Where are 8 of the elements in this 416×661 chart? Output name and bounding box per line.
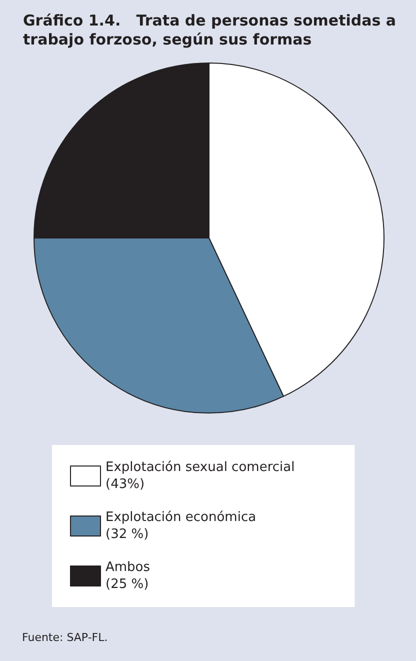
source-note: Fuente: SAP-FL. [22,631,108,644]
data-label: (25 %) [106,577,149,592]
legend-label: Explotación económica [106,510,256,525]
data-label: (43%) [106,477,145,492]
chart-title: Gráfico 1.4. Trata de personas sometidas a trabajo forzoso, según sus formas [23,12,402,48]
legend-label: Ambos [106,560,150,575]
legend-label: Explotación sexual comercial [106,460,295,475]
data-label: (32 %) [106,527,149,542]
